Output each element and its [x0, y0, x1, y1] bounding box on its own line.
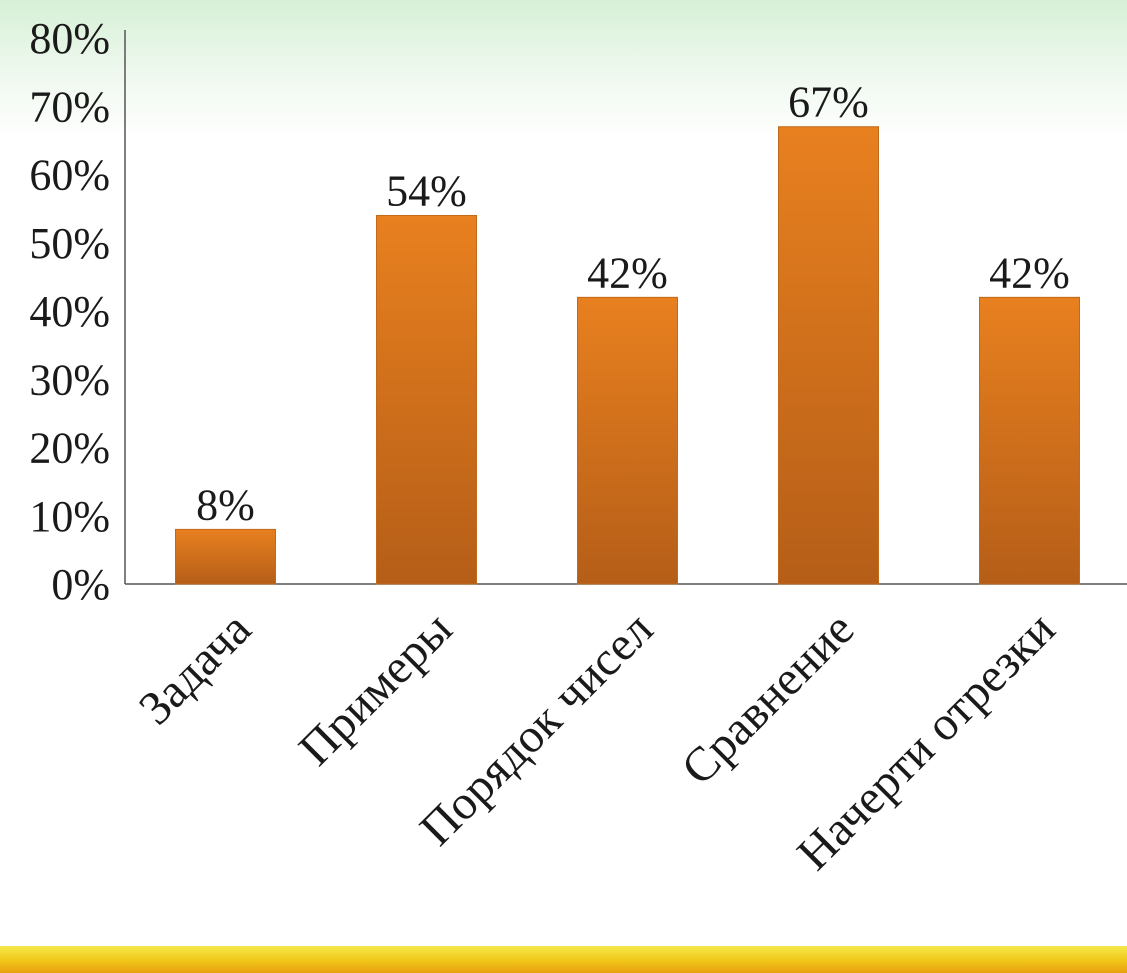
y-axis: 0% 10% 20% 30% 40% 50% 60% 70% 80% — [29, 14, 1127, 609]
y-tick-label: 40% — [29, 287, 110, 336]
x-tick-label: Примеры — [289, 602, 462, 775]
x-tick-label: Сравнение — [671, 602, 864, 795]
bars — [175, 126, 1080, 585]
y-tick-label: 30% — [29, 355, 110, 404]
y-tick-label: 50% — [29, 219, 110, 268]
y-tick-label: 0% — [51, 560, 110, 609]
bar-value-label: 42% — [587, 248, 668, 297]
value-labels: 8% 54% 42% 67% 42% — [196, 78, 1070, 530]
y-tick-label: 80% — [29, 14, 110, 63]
footer-bar — [0, 946, 1127, 973]
x-tick-label: Задача — [129, 602, 262, 735]
bar — [778, 126, 879, 585]
y-tick-label: 20% — [29, 424, 110, 473]
y-tick-label: 60% — [29, 151, 110, 200]
bar-value-label: 42% — [989, 248, 1070, 297]
bar-value-label: 67% — [788, 78, 869, 127]
bar — [376, 214, 477, 585]
y-tick-label: 10% — [29, 492, 110, 541]
bar-value-label: 54% — [386, 166, 467, 215]
bar — [577, 296, 678, 585]
bar — [979, 296, 1080, 585]
bar — [175, 528, 276, 585]
y-tick-label: 70% — [29, 82, 110, 131]
bar-value-label: 8% — [196, 480, 255, 529]
